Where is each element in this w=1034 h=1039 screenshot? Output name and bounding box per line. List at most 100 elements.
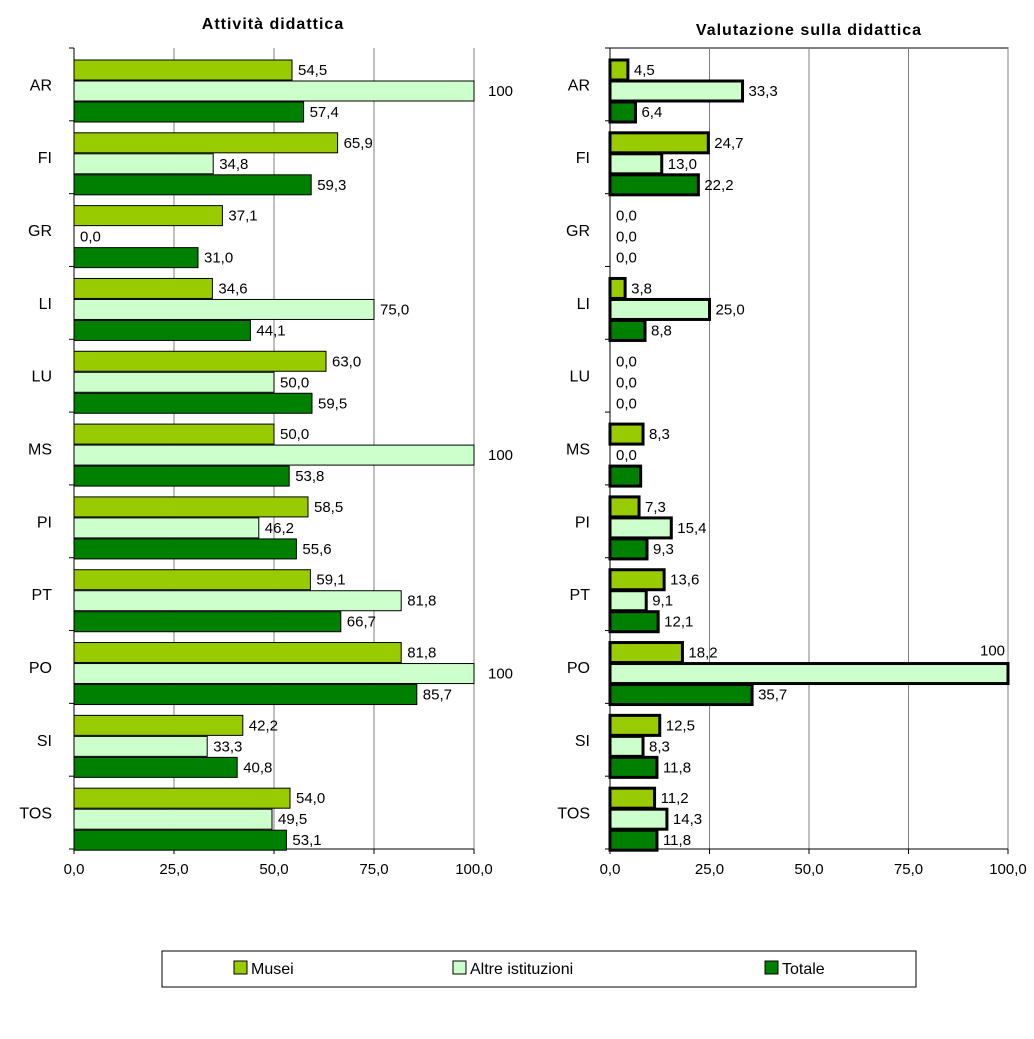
bar-altre — [73, 590, 402, 612]
bar-musei — [608, 276, 627, 300]
bar-musei — [608, 786, 657, 810]
data-label-totale: 53,8 — [295, 468, 324, 485]
bar-musei — [608, 495, 641, 519]
category-label: TOS — [19, 806, 52, 823]
bar-musei — [608, 131, 710, 155]
data-label-totale: 11,8 — [663, 759, 691, 776]
bar-altre — [608, 807, 669, 831]
bar-altre — [73, 444, 475, 466]
data-label-musei: 11,2 — [661, 790, 689, 807]
data-label-musei: 0,0 — [616, 353, 637, 370]
bar-totale — [608, 318, 647, 342]
bar-altre — [73, 153, 214, 175]
x-tick-label: 100,0 — [455, 861, 493, 878]
legend-swatch-totale — [764, 960, 779, 975]
bar-totale — [73, 756, 238, 778]
data-label-totale: 12,1 — [664, 614, 693, 631]
data-label-altre: 0,0 — [616, 447, 637, 464]
legend-label-musei: Musei — [251, 961, 294, 978]
category-label: FI — [576, 150, 590, 167]
category-label: PI — [575, 514, 590, 531]
bar-musei — [73, 787, 291, 809]
legend-label-totale: Totale — [782, 961, 825, 978]
data-label-musei: 54,0 — [296, 790, 325, 807]
data-label-musei: 59,1 — [316, 572, 345, 589]
bar-altre — [73, 371, 275, 393]
legend: Musei Altre istituzioni Totale — [161, 950, 917, 988]
bar-totale — [73, 392, 313, 414]
category-label: SI — [37, 733, 52, 750]
data-label-musei: 42,2 — [249, 717, 278, 734]
bar-totale — [73, 829, 287, 851]
data-label-altre: 15,4 — [677, 520, 706, 537]
data-label-altre: 50,0 — [280, 374, 309, 391]
bar-musei — [73, 59, 293, 81]
bar-totale — [73, 174, 312, 196]
data-label-totale: 59,3 — [317, 177, 346, 194]
bar-musei — [73, 350, 327, 372]
category-label: LI — [39, 296, 52, 313]
data-label-totale: 31,0 — [204, 250, 233, 267]
bar-altre — [608, 79, 745, 103]
x-tick-label: 25,0 — [159, 861, 188, 878]
bar-altre — [608, 589, 648, 613]
category-label: PT — [32, 587, 53, 604]
data-label-altre: 14,3 — [673, 811, 702, 828]
data-label-altre: 46,2 — [265, 520, 294, 537]
x-tick-label: 0,0 — [64, 861, 85, 878]
data-label-altre: 100 — [488, 447, 513, 464]
legend-frame — [161, 950, 917, 988]
bar-altre — [608, 662, 1010, 686]
bar-musei — [73, 423, 275, 445]
x-tick-label: 100,0 — [989, 861, 1027, 878]
data-label-musei: 12,5 — [666, 717, 695, 734]
data-label-totale: 9,3 — [653, 541, 674, 558]
x-tick-label: 25,0 — [695, 861, 724, 878]
bar-totale — [608, 464, 643, 488]
data-label-totale: 53,1 — [292, 832, 321, 849]
data-label-altre: 0,0 — [80, 229, 101, 246]
x-tick-label: 50,0 — [794, 861, 823, 878]
bar-altre — [608, 297, 711, 321]
data-label-musei: 7,3 — [645, 499, 666, 516]
data-label-altre: 100 — [488, 83, 513, 100]
legend-label-altre: Altre istituzioni — [470, 961, 573, 978]
bar-altre — [73, 663, 475, 685]
data-label-totale: 57,4 — [310, 104, 339, 121]
bar-totale — [73, 538, 297, 560]
category-label: SI — [575, 733, 590, 750]
bar-musei — [73, 205, 223, 227]
chart-panel-attivita: 0,0 25,0 50,0 75,0 100,0 AR 54,5 100 57,4 FI 65,9 3… — [19, 47, 513, 878]
data-label-musei: 50,0 — [280, 426, 309, 443]
category-label: GR — [566, 223, 590, 240]
data-label-musei: 3,8 — [631, 280, 652, 297]
data-label-totale: 0,0 — [616, 395, 637, 412]
data-label-musei: 65,9 — [344, 135, 373, 152]
data-label-totale: 40,8 — [243, 759, 272, 776]
chart-title-right: Valutazione sulla didattica — [696, 22, 922, 39]
bar-altre — [73, 517, 260, 539]
bar-altre — [73, 298, 375, 320]
data-label-altre: 25,0 — [716, 301, 745, 318]
bar-totale — [608, 610, 660, 634]
data-label-musei: 81,8 — [407, 645, 436, 662]
bar-totale — [73, 247, 199, 269]
category-label: FI — [38, 150, 52, 167]
data-label-musei: 24,7 — [714, 135, 743, 152]
bar-musei — [73, 496, 309, 518]
x-tick-label: 75,0 — [894, 861, 923, 878]
data-label-totale: 44,1 — [256, 322, 285, 339]
category-label: LI — [577, 296, 590, 313]
category-label: PT — [570, 587, 591, 604]
bar-totale — [73, 101, 305, 123]
data-label-totale: 35,7 — [758, 687, 787, 704]
data-label-totale: 85,7 — [423, 687, 452, 704]
category-label: PI — [37, 514, 52, 531]
bar-altre — [608, 734, 645, 758]
bar-totale — [73, 319, 251, 341]
data-label-altre: 100 — [980, 643, 1005, 660]
data-label-altre: 81,8 — [407, 593, 436, 610]
data-label-musei: 58,5 — [314, 499, 343, 516]
data-label-altre: 34,8 — [219, 156, 248, 173]
data-label-altre: 33,3 — [749, 83, 778, 100]
